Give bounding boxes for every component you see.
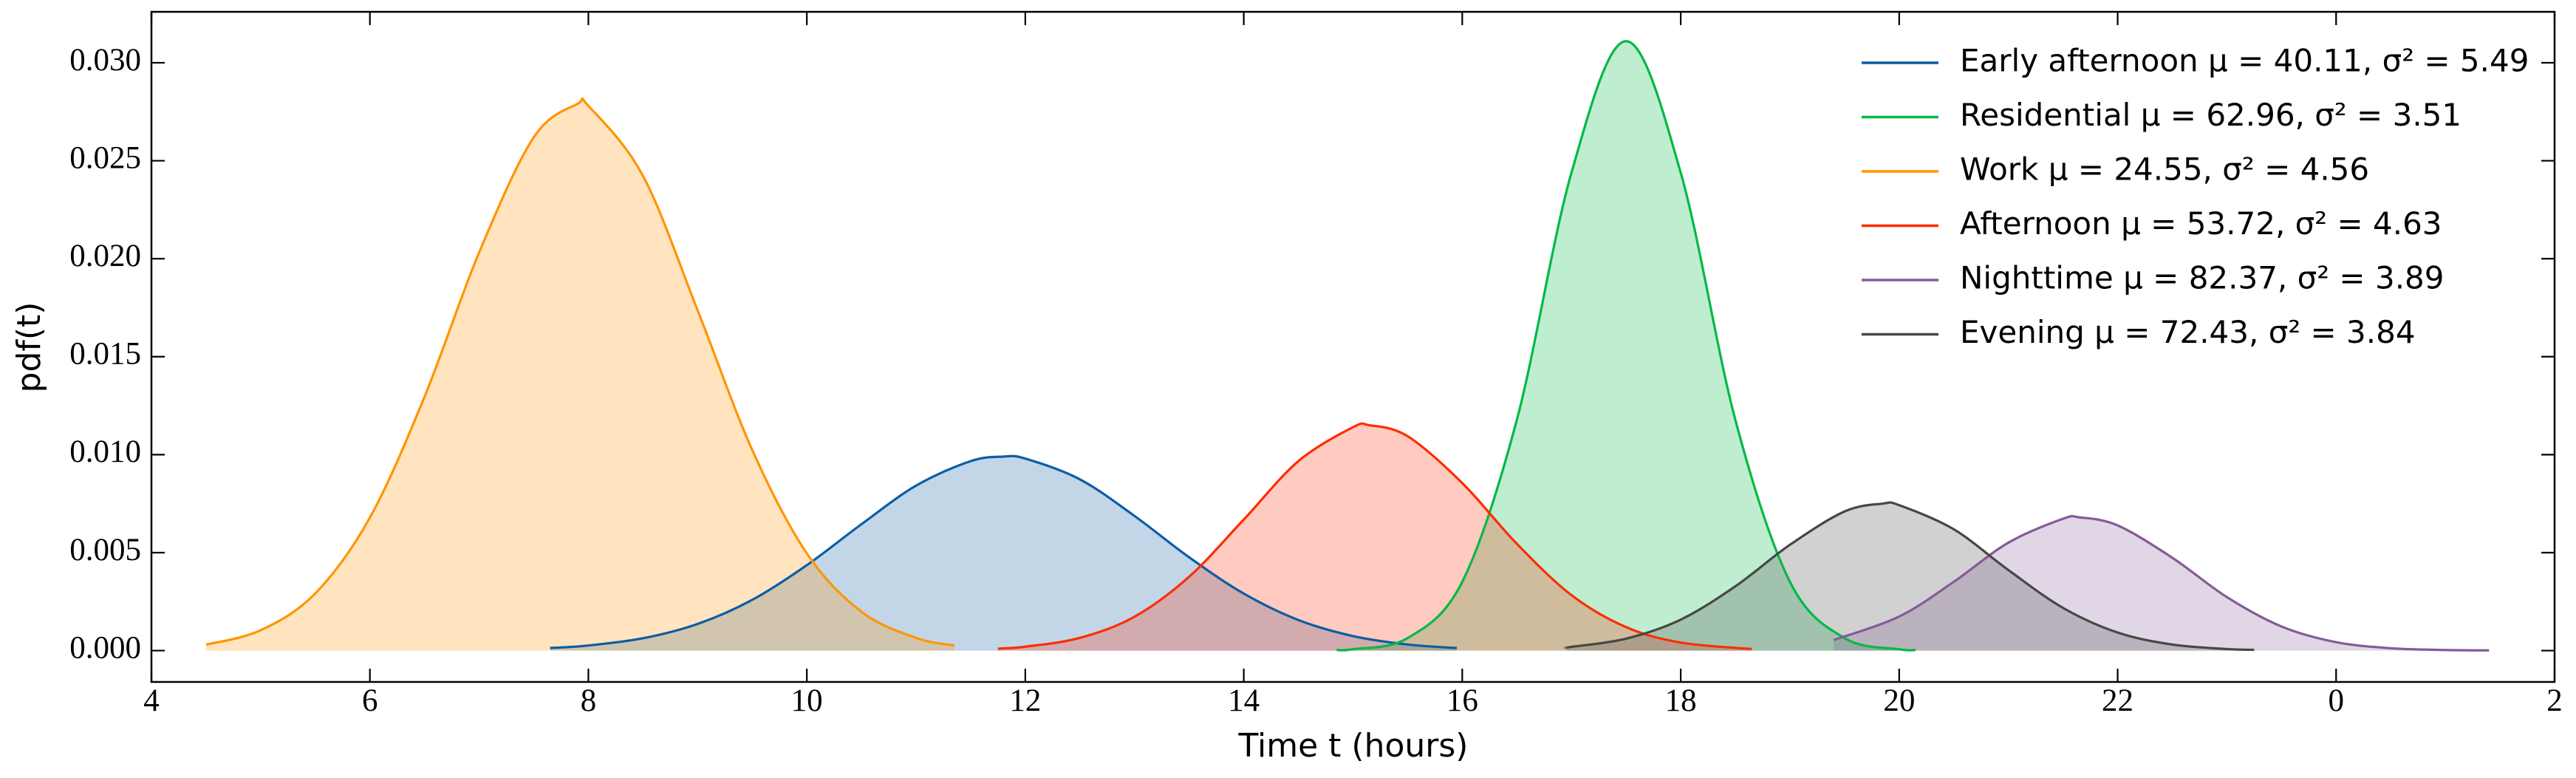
series-line [997,422,1752,651]
x-axis-label: Time t (hours) [1238,727,1469,765]
y-tick-label: 0.010 [69,434,141,469]
x-tick-label: 0 [2329,683,2345,718]
series-line [1564,501,2255,652]
area-layer [205,41,2490,651]
legend-label: Nighttime μ = 82.37, σ² = 3.89 [1960,260,2445,296]
legend-label: Residential μ = 62.96, σ² = 3.51 [1960,97,2461,133]
series-line [205,97,955,647]
series-line [550,454,1458,649]
x-tick-label: 2 [2546,683,2563,718]
y-tick-label: 0.005 [69,533,141,567]
y-axis-label: pdf(t) [10,302,48,393]
series-line [1336,40,1916,652]
line-layer [205,40,2490,652]
x-tick-label: 20 [1883,683,1915,718]
y-tick-label: 0.030 [69,43,141,78]
x-tick-label: 18 [1665,683,1697,718]
x-tick-label: 16 [1446,683,1478,718]
plot-frame [150,10,2556,683]
legend-label: Evening μ = 72.43, σ² = 3.84 [1960,314,2416,350]
y-tick-label: 0.020 [69,239,141,273]
y-tick-label: 0.000 [69,630,141,665]
legend-label: Work μ = 24.55, σ² = 4.56 [1960,151,2369,188]
x-tick-label: 22 [2102,683,2133,718]
x-tick-label: 4 [143,683,160,718]
x-tick-label: 10 [791,683,823,718]
y-tick-label: 0.025 [69,140,141,175]
series-line [1833,514,2490,652]
legend: Early afternoon μ = 40.11, σ² = 5.49 Resi… [1862,43,2529,350]
y-tick-label: 0.015 [69,337,141,372]
legend-label: Early afternoon μ = 40.11, σ² = 5.49 [1960,43,2529,79]
legend-label: Afternoon μ = 53.72, σ² = 4.63 [1960,205,2442,242]
area-fill [997,423,1752,651]
area-fill [1336,41,1916,651]
area-fill [550,456,1457,651]
area-fill [1565,502,2255,651]
area-fill [205,98,954,651]
x-tick-label: 12 [1009,683,1041,718]
x-tick-label: 14 [1228,683,1260,718]
x-tick-label: 6 [362,683,378,718]
axes-layer: 4 6 8 10 12 14 16 18 20 22 0 2 0.000 0.005 0.010 0.015 0… [69,10,2563,718]
x-tick-label: 8 [581,683,597,718]
